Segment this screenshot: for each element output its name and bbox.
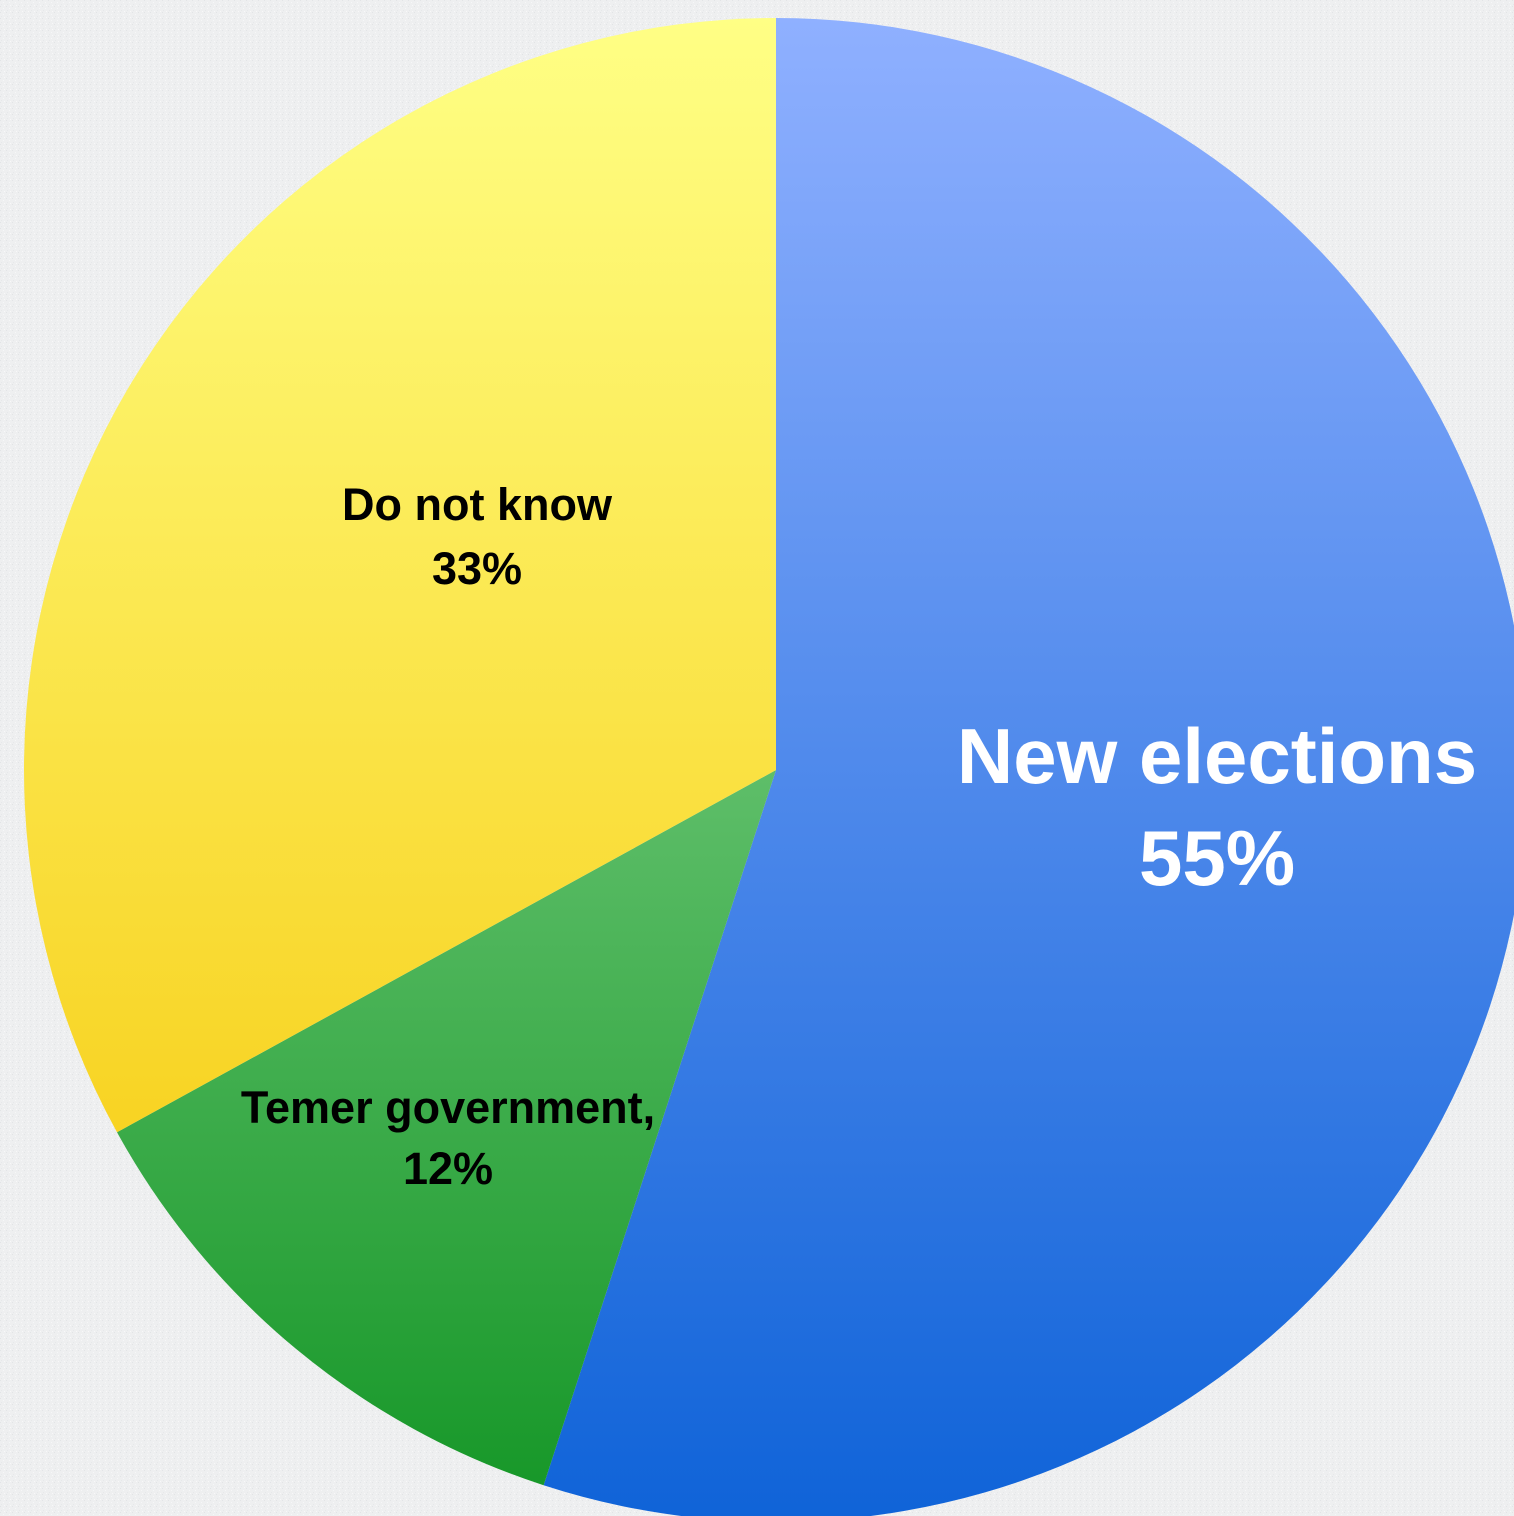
slice-label-new-elections-value: 55% [1139, 814, 1295, 902]
pie-slice-new-elections [543, 18, 1514, 1516]
pie-slice-do-not-know [24, 18, 777, 1133]
slice-label-new-elections-name: New elections [957, 712, 1477, 800]
slice-label-do-not-know-value: 33% [432, 543, 522, 594]
slice-label-temer-government-name: Temer government, [241, 1082, 655, 1133]
slice-label-temer-government-value: 12% [403, 1143, 493, 1194]
slice-label-do-not-know-name: Do not know [342, 479, 613, 530]
pie-slices [24, 18, 1514, 1516]
pie-slice-temer-government [117, 770, 776, 1486]
pie-labels: New elections 55% Temer government, 12% Do n… [241, 479, 1477, 1194]
